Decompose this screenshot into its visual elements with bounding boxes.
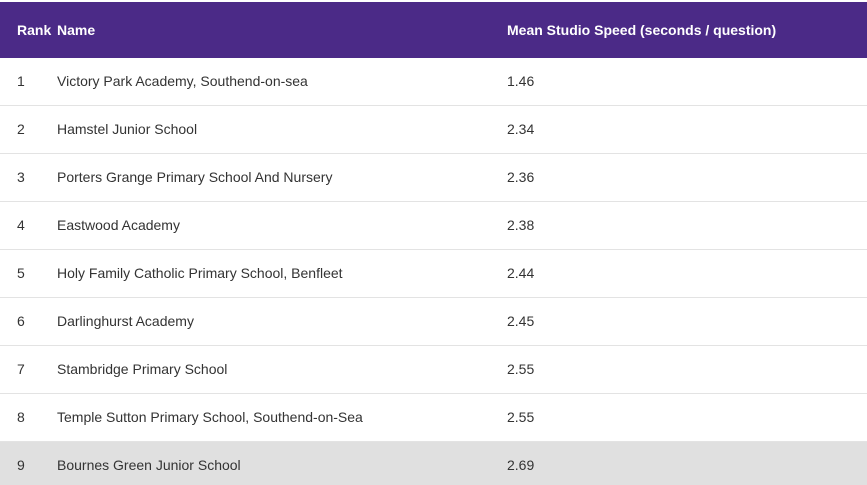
cell-rank: 2	[17, 121, 25, 137]
cell-name: Victory Park Academy, Southend-on-sea	[57, 73, 308, 89]
table-row[interactable]: 6 Darlinghurst Academy 2.45	[0, 298, 867, 346]
cell-speed: 2.45	[507, 313, 535, 329]
table-row-highlighted[interactable]: 9 Bournes Green Junior School 2.69	[0, 442, 867, 485]
cell-rank: 8	[17, 409, 25, 425]
cell-speed: 1.46	[507, 73, 535, 89]
cell-rank: 3	[17, 169, 25, 185]
table-row[interactable]: 1 Victory Park Academy, Southend-on-sea …	[0, 58, 867, 106]
table-row[interactable]: 4 Eastwood Academy 2.38	[0, 202, 867, 250]
cell-name: Temple Sutton Primary School, Southend-o…	[57, 409, 363, 425]
header-rank[interactable]: Rank	[17, 22, 52, 38]
table-row[interactable]: 3 Porters Grange Primary School And Nurs…	[0, 154, 867, 202]
table-row[interactable]: 2 Hamstel Junior School 2.34	[0, 106, 867, 154]
cell-speed: 2.44	[507, 265, 535, 281]
cell-rank: 5	[17, 265, 25, 281]
cell-rank: 4	[17, 217, 25, 233]
cell-name: Hamstel Junior School	[57, 121, 198, 137]
header-speed[interactable]: Mean Studio Speed (seconds / question)	[507, 22, 777, 38]
table-row[interactable]: 8 Temple Sutton Primary School, Southend…	[0, 394, 867, 442]
cell-speed: 2.38	[507, 217, 535, 233]
cell-name: Stambridge Primary School	[57, 361, 228, 377]
cell-rank: 1	[17, 73, 25, 89]
cell-rank: 7	[17, 361, 25, 377]
cell-rank: 6	[17, 313, 25, 329]
table-row[interactable]: 7 Stambridge Primary School 2.55	[0, 346, 867, 394]
cell-speed: 2.55	[507, 409, 535, 425]
cell-name: Porters Grange Primary School And Nurser…	[57, 169, 333, 185]
cell-name: Holy Family Catholic Primary School, Ben…	[57, 265, 343, 281]
table-header: Rank Name Mean Studio Speed (seconds / q…	[0, 2, 867, 58]
cell-speed: 2.36	[507, 169, 535, 185]
cell-speed: 2.34	[507, 121, 535, 137]
cell-rank: 9	[17, 457, 25, 473]
cell-name: Bournes Green Junior School	[57, 457, 241, 473]
cell-name: Darlinghurst Academy	[57, 313, 194, 329]
header-name[interactable]: Name	[57, 22, 96, 38]
cell-name: Eastwood Academy	[57, 217, 180, 233]
cell-speed: 2.69	[507, 457, 535, 473]
cell-speed: 2.55	[507, 361, 535, 377]
table-row[interactable]: 5 Holy Family Catholic Primary School, B…	[0, 250, 867, 298]
